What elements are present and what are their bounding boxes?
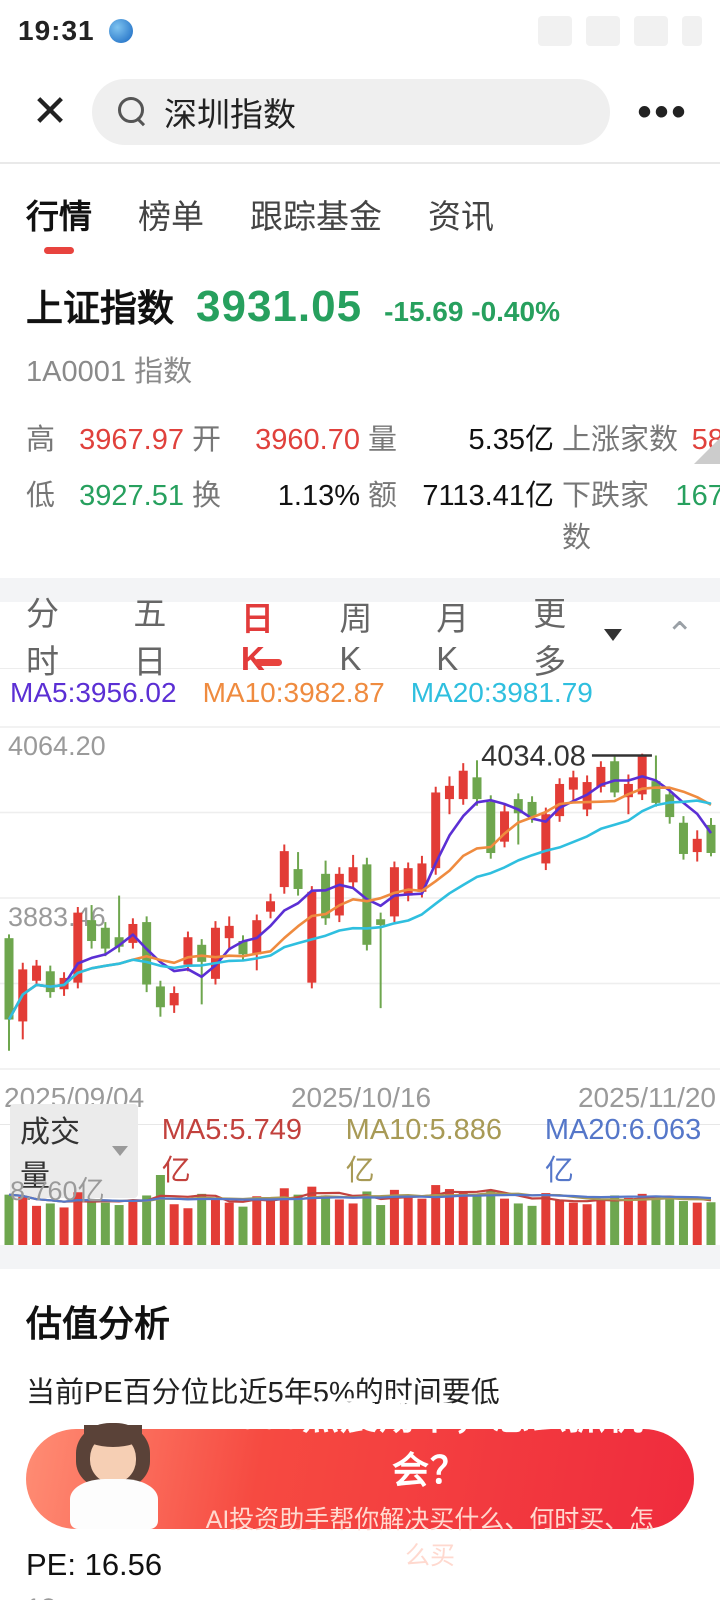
tab-daily-k[interactable]: 日K: [241, 602, 296, 668]
search-query: 深圳指数: [164, 88, 296, 136]
svg-text:4034.08: 4034.08: [481, 740, 586, 772]
tab-weekly-k[interactable]: 周K: [339, 602, 392, 668]
banner-title: 4000点震荡市，怎么抓机会？: [196, 1386, 664, 1494]
active-tab-underline: [44, 247, 74, 254]
volume-header: 成交量 MA5:5.749亿 MA10:5.886亿 MA20:6.063亿: [0, 1125, 720, 1171]
clock: 19:31: [18, 15, 95, 47]
index-code-row: 1A0001 指数: [0, 332, 720, 390]
stat-cell: 开3960.70: [192, 416, 360, 458]
vol-ma5-label: MA5:5.749亿: [162, 1114, 322, 1189]
tab-quotes[interactable]: 行情: [26, 190, 92, 252]
index-type: 指数: [134, 356, 192, 388]
index-change: -15.69 -0.40%: [384, 296, 560, 328]
search-icon: [118, 97, 148, 127]
search-bar-row: ✕ 深圳指数 •••: [0, 62, 720, 162]
valuation-heading: 估值分析: [0, 1269, 720, 1347]
x-label-end: 2025/11/20: [578, 1082, 716, 1114]
search-input[interactable]: 深圳指数: [92, 79, 610, 145]
stat-cell: 换1.13%: [192, 472, 360, 556]
tab-tracking-funds[interactable]: 跟踪基金: [250, 190, 382, 252]
stat-cell: 量5.35亿: [368, 416, 554, 458]
kline-svg: 4064.203883.463702.724034.08: [0, 711, 720, 1071]
close-icon[interactable]: ✕: [22, 90, 78, 134]
app-screen: 19:31 ✕ 深圳指数 ••• 行情 榜单 跟踪基金 资讯 上证指数 3931…: [0, 0, 720, 1600]
banner-subtitle: AI投资助手帮你解决买什么、何时买、怎么买: [196, 1500, 664, 1572]
pe-chart-axis: 18: [0, 1583, 720, 1600]
promo-banner[interactable]: 4000点震荡市，怎么抓机会？ AI投资助手帮你解决买什么、何时买、怎么买: [26, 1429, 694, 1529]
volume-pane[interactable]: 成交量 MA5:5.749亿 MA10:5.886亿 MA20:6.063亿 8…: [0, 1124, 720, 1245]
section-separator: [0, 1245, 720, 1269]
globe-icon: [109, 19, 133, 43]
index-code: 1A0001: [26, 356, 126, 388]
tab-more[interactable]: 更多: [533, 602, 621, 668]
tab-news[interactable]: 资讯: [428, 190, 494, 252]
chart-period-tabs: 分时 五日 日K 周K 月K 更多 ⌃: [0, 602, 720, 668]
stat-cell: 下跌家数1677: [562, 472, 720, 556]
chevron-down-icon: [112, 1146, 128, 1156]
stat-cell: 高3967.97: [26, 416, 184, 458]
banner-texts: 4000点震荡市，怎么抓机会？ AI投资助手帮你解决买什么、何时买、怎么买: [196, 1386, 694, 1572]
volume-scale-label: 8.760亿: [10, 1169, 105, 1208]
chevron-down-icon: [604, 629, 622, 641]
index-name: 上证指数: [26, 278, 174, 332]
status-bar: 19:31: [0, 0, 720, 62]
index-header: 上证指数 3931.05 -15.69 -0.40%: [0, 252, 720, 332]
pe-axis-tick: 18: [26, 1593, 56, 1600]
tab-5day[interactable]: 五日: [133, 602, 196, 668]
vol-ma10-label: MA10:5.886亿: [346, 1114, 521, 1189]
vol-ma20-label: MA20:6.063亿: [545, 1114, 720, 1189]
kline-chart[interactable]: 4064.203883.463702.724034.08: [0, 711, 720, 1076]
expand-corner-icon[interactable]: [694, 438, 720, 464]
tab-monthly-k[interactable]: 月K: [436, 602, 489, 668]
collapse-chart-icon[interactable]: ⌃: [666, 615, 695, 655]
svg-text:4064.20: 4064.20: [8, 731, 106, 761]
x-label-mid: 2025/10/16: [291, 1082, 431, 1114]
status-icons: [538, 16, 702, 46]
top-tabs: 行情 榜单 跟踪基金 资讯: [0, 164, 720, 252]
stat-cell: 低3927.51: [26, 472, 184, 556]
ma10-label: MA10:3982.87: [203, 677, 385, 711]
assistant-avatar: [60, 1421, 168, 1529]
index-price: 3931.05: [196, 282, 362, 332]
stats-grid: 高3967.97开3960.70量5.35亿上涨家数587低3927.51换1.…: [0, 390, 720, 556]
more-menu-icon[interactable]: •••: [628, 90, 698, 135]
stat-cell: 额7113.41亿: [368, 472, 554, 556]
tab-rankings[interactable]: 榜单: [138, 190, 204, 252]
tab-minute[interactable]: 分时: [26, 602, 89, 668]
